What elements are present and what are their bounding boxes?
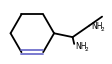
- Text: 2: 2: [101, 27, 104, 32]
- Text: NH: NH: [92, 22, 103, 31]
- Text: 2: 2: [84, 47, 88, 52]
- Text: NH: NH: [75, 42, 86, 51]
